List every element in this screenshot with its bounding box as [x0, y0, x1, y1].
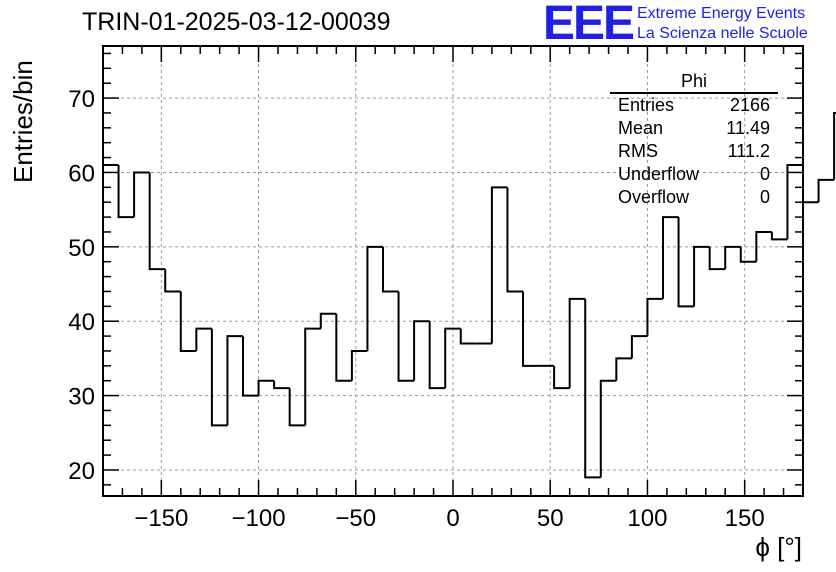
- x-tick-label: −50: [335, 505, 376, 532]
- histogram-bin: [148, 172, 166, 271]
- histogram-bin: [599, 379, 617, 478]
- tick-labels: −150 −100 −50 0 50 100 150 20 30 40 50 60 70: [68, 86, 764, 532]
- histogram-bin: [770, 231, 788, 241]
- stats-value: 0: [759, 164, 770, 184]
- histogram-bin: [708, 246, 726, 271]
- histogram-bin: [179, 291, 197, 352]
- histogram-bin: [428, 321, 446, 390]
- histogram-bin: [335, 313, 352, 382]
- stats-label: Overflow: [618, 187, 690, 207]
- histogram-bin: [833, 111, 836, 180]
- y-axis-label-text: Entries/bin: [8, 60, 38, 183]
- grid-lines: [103, 46, 803, 496]
- histogram-bin: [615, 357, 632, 381]
- histogram-bin: [490, 186, 508, 344]
- histogram-bin: [195, 327, 212, 351]
- x-axis-label: ϕ [°]: [755, 532, 802, 562]
- logo-text: Extreme Energy Events La Scienza nelle S…: [637, 4, 808, 44]
- y-tick-label: 30: [68, 384, 95, 411]
- histogram-bin: [786, 164, 803, 240]
- y-tick-label: 40: [68, 309, 95, 336]
- stats-row: RMS 111.2: [610, 140, 778, 163]
- y-tick-label: 50: [68, 235, 95, 262]
- histogram-bin: [117, 165, 135, 219]
- stats-row: Overflow 0: [610, 186, 778, 209]
- histogram-bin: [553, 365, 570, 390]
- x-tick-label: −150: [134, 505, 188, 532]
- stats-row: Underflow 0: [610, 163, 778, 186]
- histogram-bin: [350, 349, 368, 381]
- stats-label: Mean: [618, 118, 664, 138]
- stats-value: 2166: [729, 95, 770, 115]
- histogram-bin: [397, 291, 415, 382]
- histogram-bin: [319, 312, 337, 329]
- stats-box: Phi Entries 2166 Mean 11.49 RMS 111.2 Under…: [610, 70, 778, 209]
- histogram-bin: [522, 291, 539, 367]
- histogram-bin: [459, 328, 477, 345]
- stats-row: Entries 2166: [610, 94, 778, 117]
- histogram-bars: [103, 111, 836, 479]
- x-tick-label: 0: [446, 505, 459, 532]
- histogram-bin: [444, 327, 461, 389]
- histogram-bin: [662, 216, 679, 299]
- stats-value: 0: [759, 187, 770, 207]
- stats-title: Phi: [610, 70, 778, 94]
- x-tick-label: 100: [627, 505, 667, 532]
- histogram-bin: [164, 269, 181, 293]
- x-tick-label: 150: [725, 505, 765, 532]
- histogram-bin: [646, 297, 663, 337]
- stats-label: Entries: [618, 95, 675, 115]
- histogram-bin: [724, 245, 741, 270]
- histogram-bin: [739, 246, 757, 263]
- histogram-bin: [755, 230, 772, 262]
- histogram-bin: [273, 380, 290, 390]
- stats-label: Underflow: [618, 164, 700, 184]
- stats-row: Mean 11.49: [610, 117, 778, 140]
- histogram-bin: [506, 187, 523, 293]
- histogram-bin: [568, 297, 586, 389]
- histogram-bin: [382, 246, 399, 293]
- y-tick-label: 20: [68, 458, 95, 485]
- y-tick-label: 70: [68, 86, 95, 113]
- x-tick-label: −100: [232, 505, 286, 532]
- histogram-bin: [226, 335, 243, 426]
- histogram-bin: [288, 388, 306, 427]
- histogram-bin: [210, 328, 228, 427]
- stats-label: RMS: [618, 141, 658, 161]
- y-tick-label: 60: [68, 160, 95, 187]
- histogram-bin: [242, 336, 259, 397]
- stats-value: 111.2: [727, 141, 770, 161]
- chart-title: TRIN-01-2025-03-12-00039: [82, 8, 391, 36]
- stats-value: 11.49: [726, 118, 770, 138]
- histogram-bin: [366, 245, 383, 351]
- eee-logo: EEE: [543, 0, 635, 50]
- histogram-bin: [584, 298, 601, 479]
- histogram-bin: [693, 245, 710, 307]
- histogram-bin: [257, 379, 275, 396]
- y-axis-label: Entries/bin: [4, 60, 44, 183]
- histogram-bin: [133, 171, 150, 218]
- axis-ticks: [102, 46, 804, 496]
- histogram-bin: [802, 165, 819, 204]
- logo-line-2: La Scienza nelle Scuole: [637, 25, 808, 42]
- logo-line-1: Extreme Energy Events: [637, 5, 806, 22]
- histogram-bin: [817, 178, 835, 203]
- histogram-bin: [677, 217, 695, 308]
- histogram-bin: [304, 327, 321, 426]
- histogram-bin: [630, 335, 648, 359]
- x-tick-label: 50: [537, 505, 564, 532]
- histogram-bin: [413, 320, 430, 381]
